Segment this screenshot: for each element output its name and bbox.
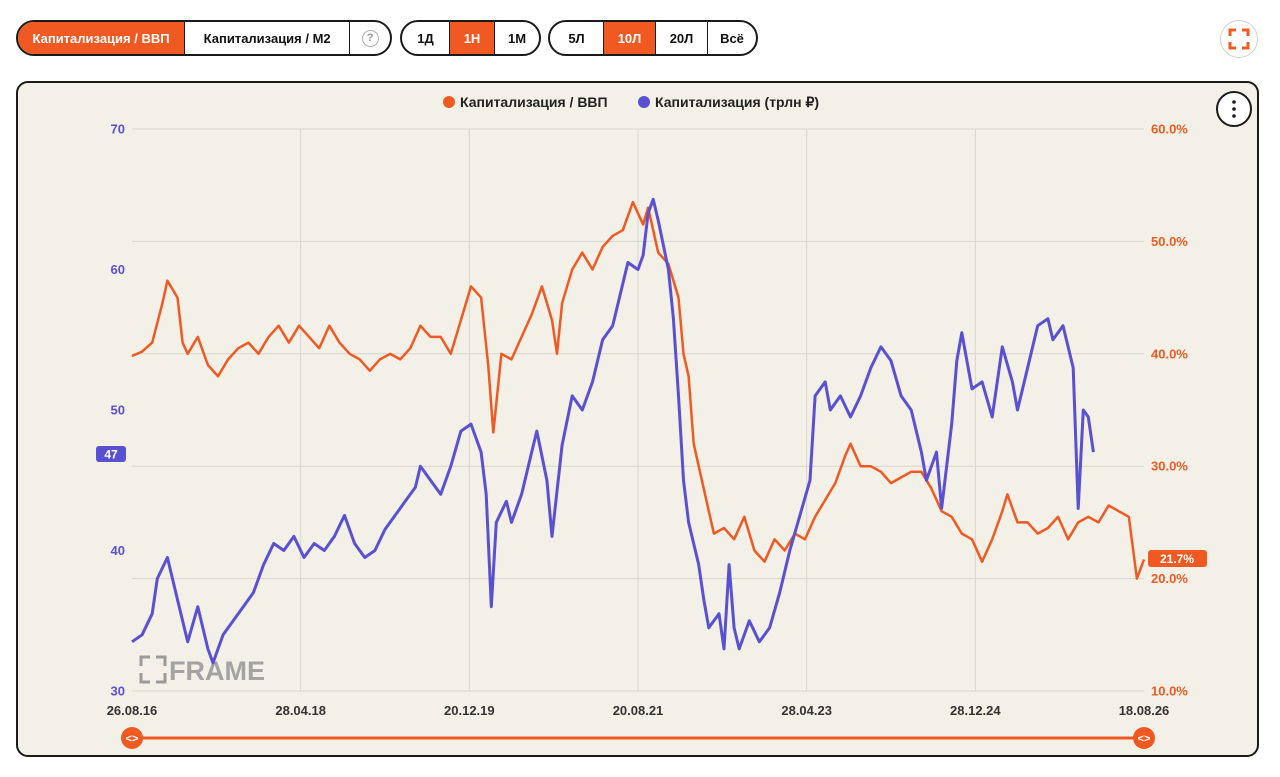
- fullscreen-icon: [1228, 28, 1250, 50]
- navigator-left-handle[interactable]: <>: [121, 727, 143, 749]
- chart-panel: Капитализация / ВВП Капитализация (трлн …: [16, 81, 1259, 757]
- left-tick-label: 70: [111, 122, 125, 137]
- x-tick-label: 28.04.18: [275, 703, 326, 718]
- right-tick-label: 50.0%: [1151, 234, 1188, 249]
- right-handle-icon: <>: [1138, 733, 1151, 745]
- x-tick-label: 26.08.16: [107, 703, 158, 718]
- navigator-right-handle[interactable]: <>: [1133, 727, 1155, 749]
- more-vertical-icon: [1232, 100, 1236, 118]
- legend-marker-ratio: [443, 96, 455, 108]
- left-tick-label: 60: [111, 262, 125, 277]
- step-1d-button[interactable]: 1Д: [402, 22, 450, 54]
- range-20y-button[interactable]: 20Л: [656, 22, 708, 54]
- watermark-text: FRAME: [169, 656, 265, 686]
- right-axis: 60.0% 50.0% 40.0% 30.0% 20.0% 10.0%: [1151, 122, 1188, 699]
- left-tick-label: 40: [111, 543, 125, 558]
- metric-switch: Капитализация / ВВП Капитализация / М2 ?: [16, 20, 392, 56]
- step-1w-button[interactable]: 1Н: [450, 22, 495, 54]
- help-button[interactable]: ?: [350, 22, 390, 54]
- x-tick-label: 18.08.26: [1119, 703, 1170, 718]
- right-tick-label: 10.0%: [1151, 684, 1188, 699]
- chart-svg: Капитализация / ВВП Капитализация (трлн …: [96, 91, 1252, 749]
- range-5y-button[interactable]: 5Л: [550, 22, 604, 54]
- right-current-badge: 21.7%: [1148, 550, 1207, 567]
- menu-button[interactable]: [1216, 91, 1252, 127]
- fullscreen-button[interactable]: [1220, 20, 1258, 58]
- right-tick-label: 60.0%: [1151, 122, 1188, 137]
- right-current-label: 21.7%: [1160, 552, 1194, 566]
- right-tick-label: 30.0%: [1151, 459, 1188, 474]
- series-line-ratio: [131, 200, 1146, 580]
- tab-capitalization-m2[interactable]: Капитализация / М2: [185, 22, 351, 54]
- navigator: <> <>: [121, 727, 1155, 749]
- legend: Капитализация / ВВП Капитализация (трлн …: [443, 94, 819, 110]
- range-all-button[interactable]: Всё: [720, 30, 744, 46]
- tab-capitalization-gdp[interactable]: Капитализация / ВВП: [18, 22, 186, 54]
- left-current-badge: 47: [96, 446, 126, 462]
- x-tick-label: 20.12.19: [444, 703, 495, 718]
- legend-marker-cap: [638, 96, 650, 108]
- range-10y-button[interactable]: 10Л: [604, 22, 656, 54]
- left-handle-icon: <>: [126, 733, 139, 745]
- left-tick-label: 30: [111, 684, 125, 699]
- step-switch: 1Д 1Н 1М: [400, 20, 541, 56]
- legend-label-cap[interactable]: Капитализация (трлн ₽): [655, 94, 819, 110]
- right-tick-label: 20.0%: [1151, 571, 1188, 586]
- left-tick-label: 50: [111, 403, 125, 418]
- question-icon: ?: [361, 29, 379, 47]
- left-axis: 70 60 50 40 30: [111, 122, 125, 699]
- x-tick-label: 20.08.21: [613, 703, 664, 718]
- legend-label-ratio[interactable]: Капитализация / ВВП: [460, 94, 608, 110]
- watermark: FRAME: [139, 655, 265, 686]
- range-switch: 5Л 10Л 20Л Всё: [548, 20, 758, 56]
- x-tick-label: 28.04.23: [781, 703, 832, 718]
- x-axis: 26.08.16 28.04.18 20.12.19 20.08.21 28.04.23…: [107, 703, 1170, 718]
- grid: [132, 128, 1144, 692]
- right-tick-label: 40.0%: [1151, 346, 1188, 361]
- step-1m-button[interactable]: 1М: [507, 30, 527, 46]
- x-tick-label: 28.12.24: [950, 703, 1001, 718]
- left-current-label: 47: [104, 448, 118, 462]
- series-line-cap: [131, 197, 1095, 665]
